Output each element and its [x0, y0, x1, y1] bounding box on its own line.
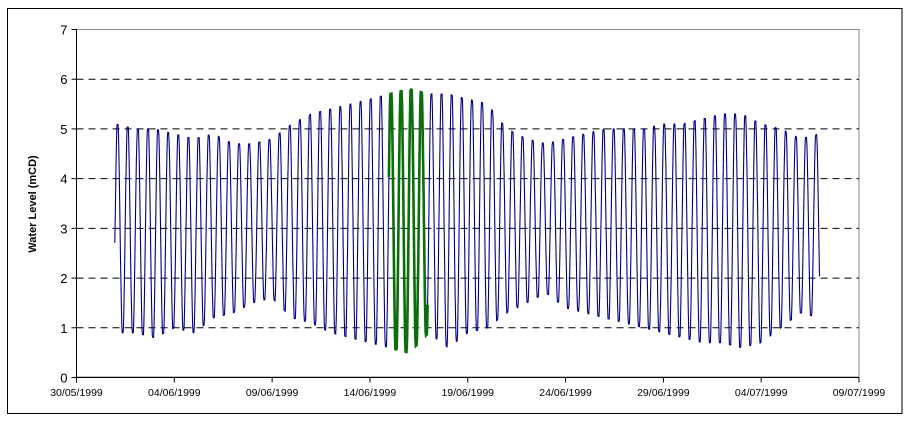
x-tick-label: 19/06/1999 — [441, 387, 494, 399]
x-tick-label: 09/06/1999 — [246, 387, 299, 399]
y-tick-label: 6 — [60, 72, 67, 87]
y-tick-label: 7 — [60, 23, 67, 38]
water-level-line — [114, 88, 821, 353]
y-tick-label: 0 — [60, 371, 67, 386]
highlighted-period-line — [387, 88, 429, 354]
y-axis-label: Water Level (mCD) — [27, 155, 39, 253]
x-tick-label: 24/06/1999 — [539, 387, 592, 399]
y-ticks: 0 1 2 3 4 5 6 7 — [60, 23, 77, 386]
y-tick-label: 4 — [60, 172, 67, 187]
y-tick-label: 5 — [60, 122, 67, 137]
y-tick-label: 1 — [60, 321, 67, 336]
x-ticks: 30/05/1999 04/06/1999 09/06/1999 14/06/1999… — [50, 377, 886, 399]
x-tick-label: 04/07/1999 — [735, 387, 788, 399]
y-tick-label: 2 — [60, 271, 67, 286]
x-tick-label: 14/06/1999 — [344, 387, 397, 399]
x-tick-label: 30/05/1999 — [50, 387, 103, 399]
y-tick-label: 3 — [60, 221, 67, 236]
series-group — [114, 88, 821, 354]
x-tick-label: 04/06/1999 — [148, 387, 201, 399]
x-tick-label: 29/06/1999 — [637, 387, 690, 399]
x-tick-label: 09/07/1999 — [833, 387, 886, 399]
